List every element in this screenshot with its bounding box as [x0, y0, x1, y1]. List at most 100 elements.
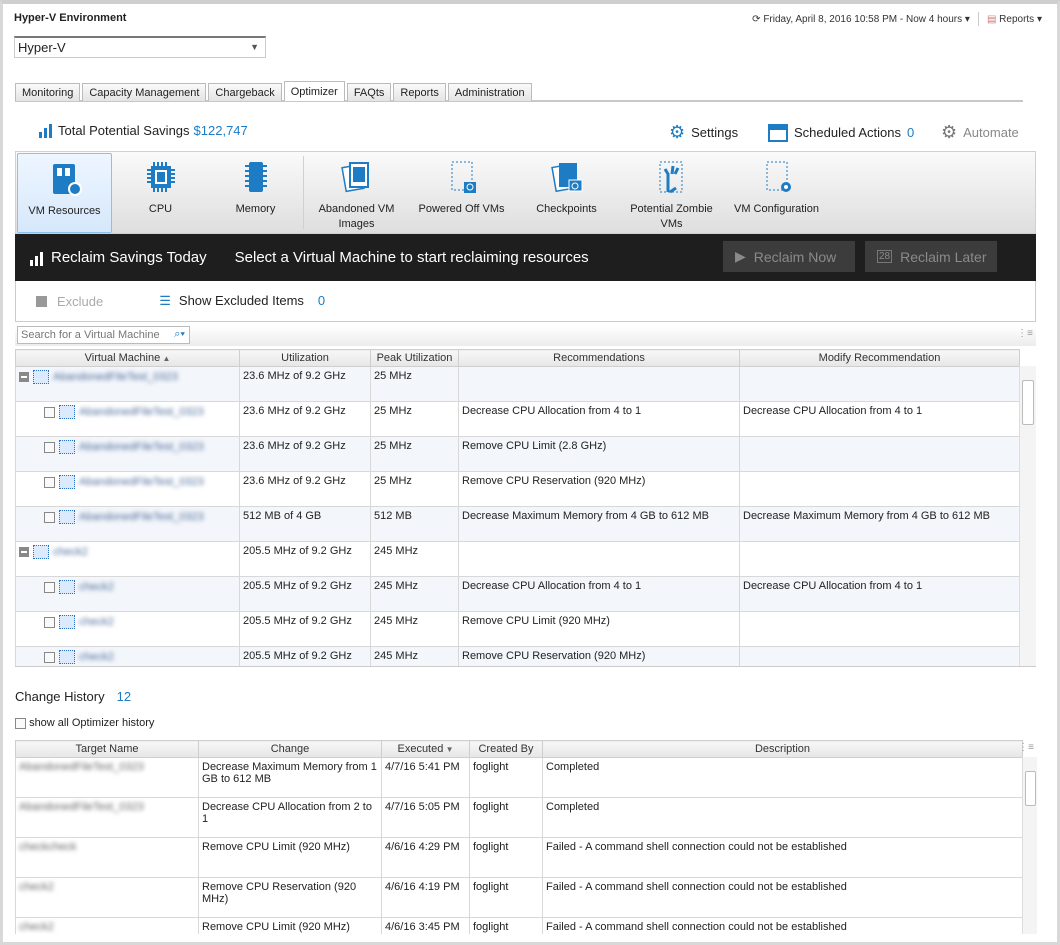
gear-icon: ⚙ — [669, 122, 686, 142]
vm-icon — [33, 545, 49, 559]
cell-desc: Failed - A command shell connection coul… — [542, 837, 1023, 878]
search-input[interactable]: Search for a Virtual Machine ⌕▾ — [17, 326, 190, 344]
toolbar-memory[interactable]: Memory — [208, 152, 303, 232]
column-header[interactable]: Change — [198, 740, 382, 758]
cell-change: Remove CPU Reservation (920 MHz) — [198, 877, 382, 918]
column-options-icon[interactable]: ⋮≡ — [1018, 742, 1034, 753]
column-header[interactable]: Utilization — [239, 349, 371, 367]
vm-group-row[interactable]: check2 205.5 MHz of 9.2 GHz 245 MHz — [15, 541, 1020, 577]
reports-menu[interactable]: ▤ Reports ▾ — [986, 13, 1042, 25]
abandoned-images-icon — [304, 160, 409, 196]
tab-capacity-management[interactable]: Capacity Management — [82, 83, 207, 101]
toolbar-potential-zombie-vms[interactable]: Potential Zombie VMs — [619, 152, 724, 232]
history-row: AbandonedFileTest_0323 Decrease CPU Alloc… — [15, 797, 1023, 838]
checkbox[interactable] — [15, 717, 26, 729]
time-range-selector[interactable]: ⟳ Friday, April 8, 2016 10:58 PM - Now 4… — [752, 13, 970, 25]
vm-resource-row[interactable]: check2 205.5 MHz of 9.2 GHz 245 MHz Remove … — [15, 646, 1020, 666]
vm-config-icon — [724, 160, 829, 196]
cell-target: AbandonedFileTest_0323 — [15, 757, 199, 798]
automate-button[interactable]: ⚙ Automate — [941, 122, 1019, 142]
column-options-icon[interactable]: ⋮≡ — [1017, 328, 1033, 339]
cell-rec: Remove CPU Limit (920 MHz) — [458, 611, 740, 647]
exclude-button[interactable]: Exclude — [36, 294, 103, 309]
cell-executed: 4/6/16 4:29 PM — [381, 837, 470, 878]
scheduled-actions-button[interactable]: Scheduled Actions 0 — [768, 122, 914, 142]
toolbar-abandoned-vm-images[interactable]: Abandoned VM Images — [304, 152, 409, 232]
cell-executed: 4/7/16 5:05 PM — [381, 797, 470, 838]
reclaim-now-button[interactable]: ▶ Reclaim Now — [723, 241, 855, 272]
vm-resource-row[interactable]: AbandonedFileTest_0323 23.6 MHz of 9.2 GH… — [15, 436, 1020, 472]
vm-name[interactable]: check2 — [79, 650, 114, 663]
toolbar-vm-resources[interactable]: VM Resources — [17, 153, 112, 233]
column-header[interactable]: Peak Utilization — [370, 349, 459, 367]
column-header[interactable]: Virtual Machine ▲ — [15, 349, 240, 367]
row-checkbox[interactable] — [44, 406, 55, 418]
optimizer-toolbar: VM Resources CPU Memory Abandoned VM Images… — [15, 151, 1036, 234]
vm-resource-row[interactable]: check2 205.5 MHz of 9.2 GHz 245 MHz Remove … — [15, 611, 1020, 647]
vm-name[interactable]: check2 — [79, 615, 114, 628]
vm-name-cell: check2 — [15, 646, 240, 666]
tab-chargeback[interactable]: Chargeback — [208, 83, 282, 101]
environment-dropdown[interactable]: Hyper-V ▼ — [14, 36, 266, 58]
cell-mod: Decrease CPU Allocation from 4 to 1 — [739, 576, 1020, 612]
toolbar-cpu[interactable]: CPU — [113, 152, 208, 232]
column-header[interactable]: Created By — [469, 740, 543, 758]
column-header[interactable]: Recommendations — [458, 349, 740, 367]
tab-reports[interactable]: Reports — [393, 83, 446, 101]
vm-name[interactable]: AbandonedFileTest_0323 — [53, 370, 178, 383]
collapse-icon[interactable] — [19, 372, 29, 382]
row-checkbox[interactable] — [44, 476, 55, 488]
show-all-history-checkbox[interactable]: show all Optimizer history — [15, 717, 154, 729]
vm-icon — [33, 370, 49, 384]
vm-name[interactable]: check2 — [53, 545, 88, 558]
vm-resource-row[interactable]: AbandonedFileTest_0323 23.6 MHz of 9.2 GH… — [15, 401, 1020, 437]
collapse-icon[interactable] — [19, 547, 29, 557]
tab-faqts[interactable]: FAQts — [346, 83, 392, 101]
row-checkbox[interactable] — [44, 511, 55, 523]
vm-group-row[interactable]: AbandonedFileTest_0323 23.6 MHz of 9.2 GH… — [15, 366, 1020, 402]
vm-resource-row[interactable]: check2 205.5 MHz of 9.2 GHz 245 MHz Decreas… — [15, 576, 1020, 612]
exclude-toolbar: Exclude ☰ Show Excluded Items 0 — [15, 281, 1036, 322]
column-header[interactable]: Target Name — [15, 740, 199, 758]
column-header[interactable]: Executed ▼ — [381, 740, 470, 758]
cell-desc: Failed - A command shell connection coul… — [542, 917, 1023, 934]
settings-button[interactable]: ⚙ Settings — [669, 122, 739, 142]
cell-by: foglight — [469, 757, 543, 798]
vm-name-cell: AbandonedFileTest_0323 — [15, 366, 240, 402]
vm-name[interactable]: AbandonedFileTest_0323 — [79, 475, 204, 488]
cell-mod — [739, 436, 1020, 472]
vertical-scrollbar[interactable] — [1022, 757, 1037, 934]
minus-icon — [36, 295, 47, 307]
vm-name[interactable]: AbandonedFileTest_0323 — [79, 440, 204, 453]
page-title: Hyper-V Environment — [14, 12, 127, 24]
vm-name[interactable]: check2 — [79, 580, 114, 593]
zombie-icon — [619, 160, 724, 196]
show-excluded-button[interactable]: ☰ Show Excluded Items 0 — [159, 293, 326, 308]
cell-util: 205.5 MHz of 9.2 GHz — [239, 646, 371, 666]
powered-off-icon — [409, 160, 514, 196]
row-checkbox[interactable] — [44, 651, 55, 663]
cell-peak: 25 MHz — [370, 401, 459, 437]
history-row: AbandonedFileTest_0323 Decrease Maximum M… — [15, 757, 1023, 798]
vm-resource-row[interactable]: AbandonedFileTest_0323 23.6 MHz of 9.2 GH… — [15, 471, 1020, 507]
toolbar-powered-off-vms[interactable]: Powered Off VMs — [409, 152, 514, 232]
row-checkbox[interactable] — [44, 581, 55, 593]
tab-optimizer[interactable]: Optimizer — [283, 81, 345, 101]
column-header[interactable]: Modify Recommendation — [739, 349, 1020, 367]
tab-administration[interactable]: Administration — [447, 83, 532, 101]
vm-name[interactable]: AbandonedFileTest_0323 — [79, 405, 204, 418]
vertical-scrollbar[interactable] — [1019, 366, 1036, 666]
vm-resource-row[interactable]: AbandonedFileTest_0323 512 MB of 4 GB 512 … — [15, 506, 1020, 542]
toolbar-checkpoints[interactable]: Checkpoints — [514, 152, 619, 232]
column-header[interactable]: Description — [542, 740, 1023, 758]
vm-name[interactable]: AbandonedFileTest_0323 — [79, 510, 204, 523]
tab-monitoring[interactable]: Monitoring — [15, 83, 81, 101]
calendar-icon — [768, 124, 788, 142]
row-checkbox[interactable] — [44, 441, 55, 453]
reclaim-later-button[interactable]: 28 Reclaim Later — [865, 241, 997, 272]
row-checkbox[interactable] — [44, 616, 55, 628]
cell-mod: Decrease CPU Allocation from 4 to 1 — [739, 401, 1020, 437]
sort-asc-icon: ▲ — [160, 354, 171, 363]
cpu-icon — [113, 160, 208, 196]
toolbar-vm-configuration[interactable]: VM Configuration — [724, 152, 829, 232]
